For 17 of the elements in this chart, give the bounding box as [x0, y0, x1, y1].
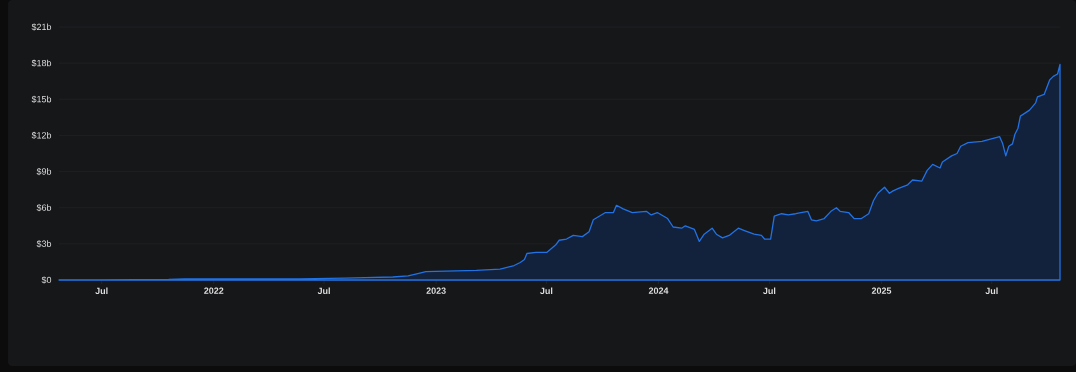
y-tick-label: $21b — [31, 23, 52, 31]
x-tick-label: 2022 — [204, 287, 224, 294]
y-tick-label: $12b — [31, 131, 52, 140]
x-tick-label: 2024 — [648, 287, 669, 294]
x-tick-label: 2023 — [426, 287, 446, 294]
x-tick-label: Jul — [540, 287, 553, 295]
y-tick-label: $9b — [36, 167, 52, 176]
x-tick-label: Jul — [763, 287, 776, 295]
x-tick-label: Jul — [317, 287, 330, 295]
x-tick-label: Jul — [95, 287, 108, 295]
y-tick-label: $3b — [36, 240, 52, 248]
y-tick-label: $18b — [31, 59, 52, 67]
y-tick-label: $6b — [36, 204, 52, 212]
y-tick-label: $15b — [31, 95, 52, 103]
x-tick-label: 2025 — [871, 287, 892, 294]
x-tick-label: Jul — [985, 287, 998, 295]
y-tick-label: $0 — [41, 276, 52, 284]
